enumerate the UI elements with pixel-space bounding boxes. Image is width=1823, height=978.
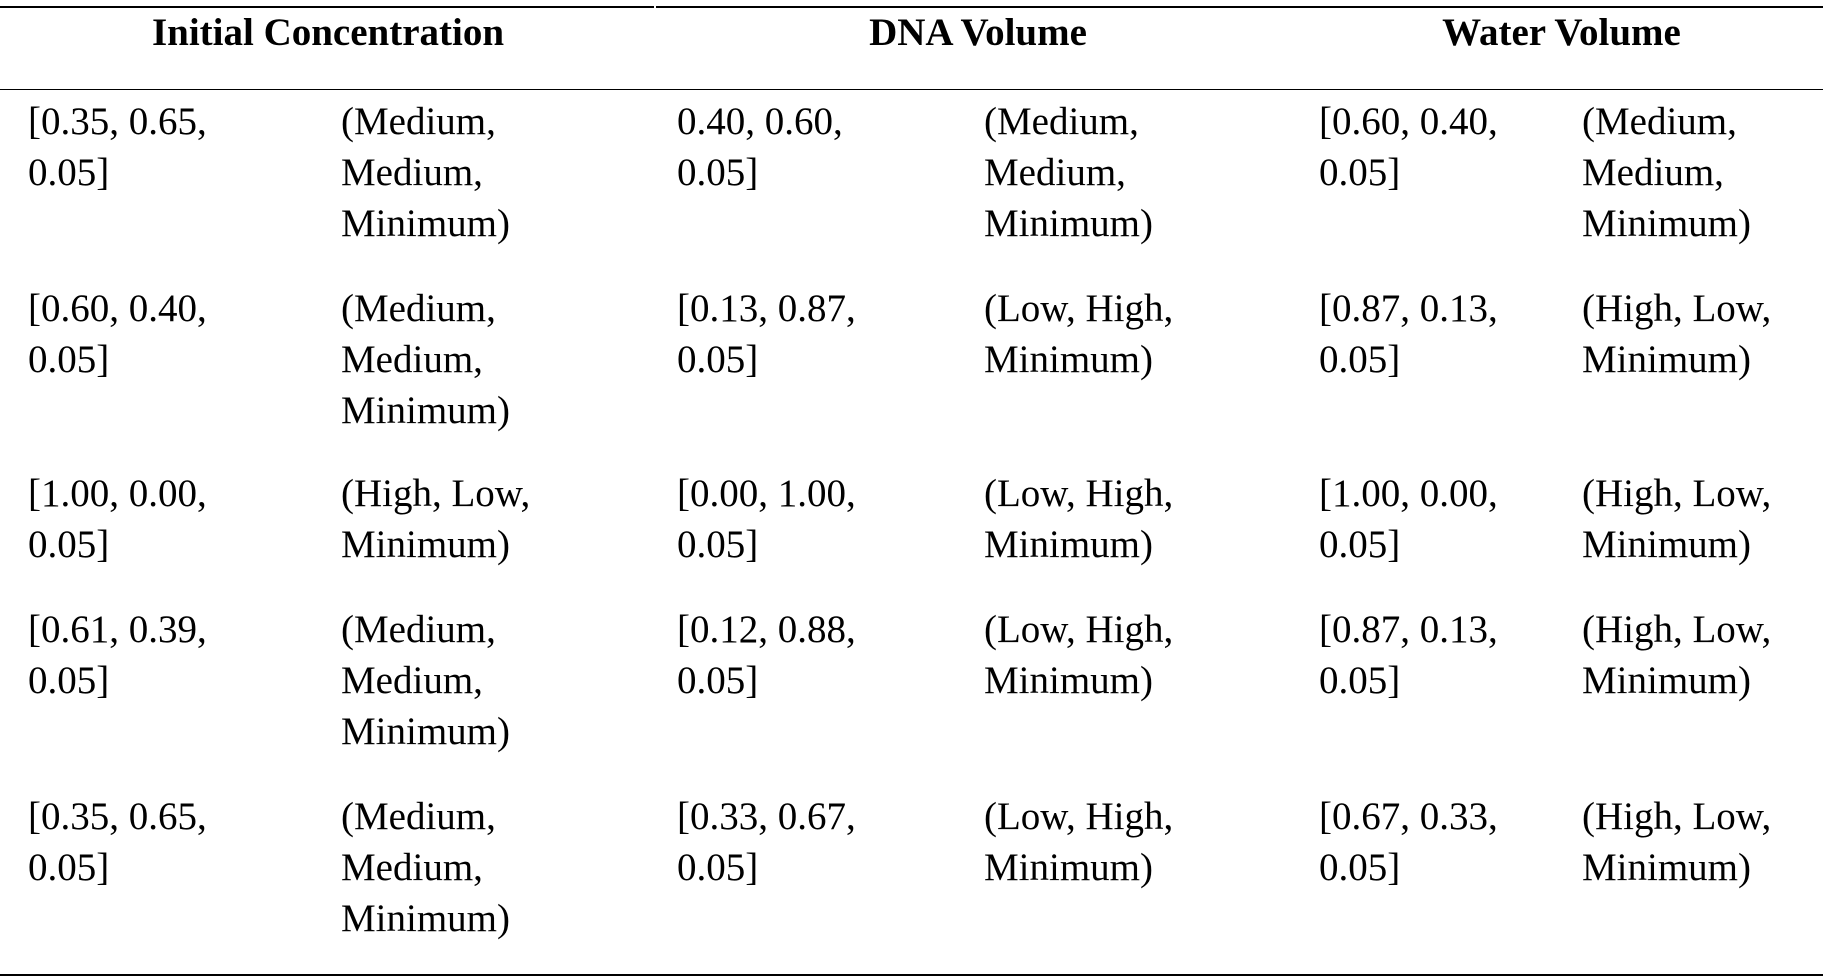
cell-water-level: (High, Low, Minimum) (1582, 608, 1772, 702)
cell-water-vector: [0.87, 0.13, 0.05] (1319, 608, 1498, 702)
cell-water-level: (Medium, Medium, Minimum) (1582, 100, 1752, 245)
cell-water-level: (High, Low, Minimum) (1582, 472, 1772, 566)
cell-initial-level: (High, Low, Minimum) (341, 472, 531, 566)
cell-initial-level: (Medium, Medium, Minimum) (341, 100, 511, 245)
cell-initial-vector: [0.60, 0.40, 0.05] (28, 287, 207, 381)
cell-dna-vector: [0.13, 0.87, 0.05] (677, 287, 856, 381)
top-rule (656, 6, 1823, 8)
cell-initial-vector: [0.61, 0.39, 0.05] (28, 608, 207, 702)
cell-dna-level: (Low, High, Minimum) (984, 287, 1174, 381)
header-rule (0, 89, 1823, 90)
cell-dna-level: (Low, High, Minimum) (984, 472, 1174, 566)
cell-dna-vector: [0.12, 0.88, 0.05] (677, 608, 856, 702)
cell-water-vector: [1.00, 0.00, 0.05] (1319, 472, 1498, 566)
cell-dna-vector: 0.40, 0.60, 0.05] (677, 100, 843, 194)
cell-initial-level: (Medium, Medium, Minimum) (341, 608, 511, 753)
cell-dna-vector: [0.33, 0.67, 0.05] (677, 795, 856, 889)
header-dna-volume: DNA Volume (869, 11, 1087, 54)
cell-dna-level: (Low, High, Minimum) (984, 795, 1174, 889)
header-initial-concentration: Initial Concentration (151, 11, 505, 54)
top-rule (0, 6, 654, 8)
cell-water-vector: [0.67, 0.33, 0.05] (1319, 795, 1498, 889)
cell-water-vector: [0.60, 0.40, 0.05] (1319, 100, 1498, 194)
cell-water-level: (High, Low, Minimum) (1582, 287, 1772, 381)
bottom-rule (0, 974, 1823, 976)
cell-initial-vector: [0.35, 0.65, 0.05] (28, 100, 207, 194)
cell-dna-level: (Low, High, Minimum) (984, 608, 1174, 702)
cell-dna-vector: [0.00, 1.00, 0.05] (677, 472, 856, 566)
cell-water-vector: [0.87, 0.13, 0.05] (1319, 287, 1498, 381)
cell-dna-level: (Medium, Medium, Minimum) (984, 100, 1154, 245)
cell-initial-level: (Medium, Medium, Minimum) (341, 795, 511, 940)
cell-water-level: (High, Low, Minimum) (1582, 795, 1772, 889)
cell-initial-vector: [0.35, 0.65, 0.05] (28, 795, 207, 889)
header-water-volume: Water Volume (1442, 11, 1681, 54)
cell-initial-vector: [1.00, 0.00, 0.05] (28, 472, 207, 566)
cell-initial-level: (Medium, Medium, Minimum) (341, 287, 511, 432)
